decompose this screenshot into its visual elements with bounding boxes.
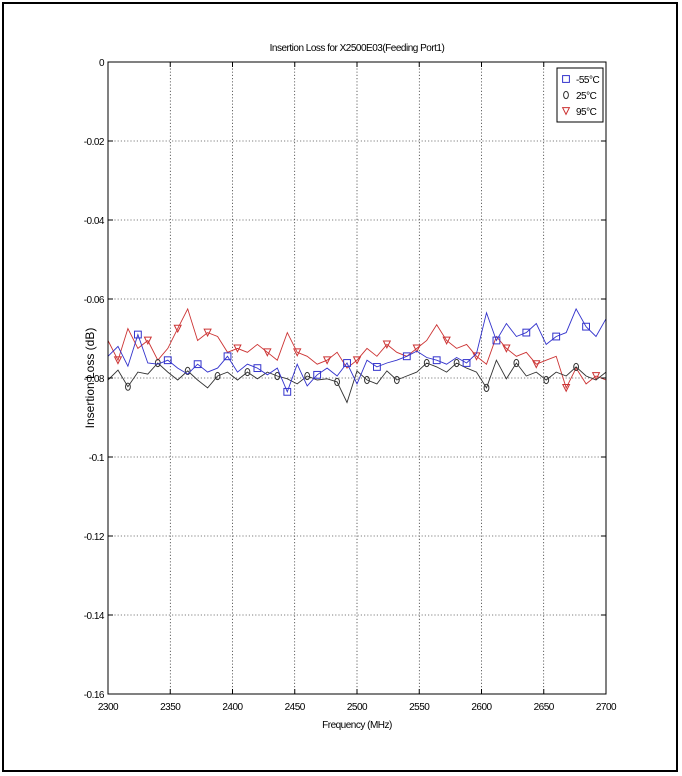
data-point bbox=[432, 356, 441, 365]
data-point bbox=[133, 330, 142, 339]
data-point bbox=[193, 360, 202, 369]
data-point bbox=[244, 367, 251, 377]
data-point bbox=[163, 356, 172, 365]
y-tick-label: -0.1 bbox=[89, 453, 105, 464]
x-tick-label: 2500 bbox=[347, 702, 368, 713]
data-point bbox=[274, 371, 281, 381]
series-2 bbox=[107, 307, 607, 393]
x-tick-label: 2450 bbox=[285, 702, 306, 713]
y-tick-label: -0.08 bbox=[84, 374, 105, 385]
data-point bbox=[483, 383, 490, 392]
data-point bbox=[203, 328, 212, 338]
legend-label: -55°C bbox=[576, 75, 599, 86]
legend: -55°C 25°C 95°C bbox=[556, 67, 604, 123]
x-tick-label: 2400 bbox=[222, 702, 243, 713]
legend-marker bbox=[562, 75, 570, 83]
series-line bbox=[107, 359, 607, 404]
series-group bbox=[107, 307, 607, 404]
data-point bbox=[502, 344, 511, 353]
y-tick-label: -0.16 bbox=[84, 690, 105, 701]
data-point bbox=[283, 387, 292, 396]
chart-title: Insertion Loss for X2500E03(Feeding Port… bbox=[270, 43, 445, 54]
data-point bbox=[173, 324, 182, 334]
series-0 bbox=[107, 307, 607, 396]
data-point bbox=[591, 372, 601, 381]
data-point bbox=[412, 344, 421, 353]
legend-marker bbox=[563, 90, 569, 100]
data-point bbox=[582, 322, 590, 331]
data-point bbox=[223, 352, 232, 361]
grid bbox=[108, 62, 606, 694]
y-axis-label: Insertion Loss (dB) bbox=[83, 328, 97, 429]
legend-box bbox=[556, 67, 604, 123]
data-point bbox=[113, 356, 123, 365]
data-point bbox=[492, 336, 501, 345]
data-point bbox=[423, 358, 430, 368]
data-point bbox=[233, 344, 242, 353]
series-line bbox=[107, 307, 607, 390]
data-point bbox=[393, 375, 400, 385]
data-point bbox=[313, 370, 322, 379]
data-point bbox=[532, 360, 541, 369]
data-point bbox=[552, 332, 561, 341]
x-tick-label: 2550 bbox=[409, 702, 430, 713]
data-point bbox=[343, 359, 351, 367]
y-tick-label: -0.06 bbox=[84, 295, 105, 306]
x-tick-label: 2600 bbox=[471, 702, 492, 713]
y-tick-label: -0.02 bbox=[84, 137, 105, 148]
axes: 2300 2350 2400 2450 2500 2550 2600 2650 2700 0 -0.… bbox=[84, 58, 618, 713]
data-point bbox=[543, 375, 550, 385]
y-tick-label: 0 bbox=[99, 58, 105, 69]
data-point bbox=[304, 371, 311, 381]
data-point bbox=[322, 356, 332, 365]
data-point bbox=[125, 382, 131, 391]
data-point bbox=[253, 364, 262, 373]
data-point bbox=[334, 377, 340, 387]
legend-label: 95°C bbox=[576, 107, 597, 118]
data-point bbox=[513, 358, 520, 368]
x-tick-label: 2300 bbox=[98, 702, 119, 713]
data-point bbox=[561, 383, 571, 393]
x-tick-label: 2350 bbox=[160, 702, 181, 713]
data-point bbox=[143, 336, 153, 345]
data-point bbox=[352, 356, 362, 365]
legend-label: 25°C bbox=[576, 91, 597, 102]
y-tick-label: -0.04 bbox=[84, 216, 105, 227]
x-axis-label: Frequency (MHz) bbox=[322, 720, 392, 731]
series-1 bbox=[107, 358, 607, 404]
data-point bbox=[573, 362, 580, 372]
data-point bbox=[214, 371, 221, 381]
data-point bbox=[522, 328, 531, 337]
legend-marker bbox=[561, 107, 571, 116]
data-point bbox=[364, 375, 370, 385]
data-point bbox=[293, 348, 302, 357]
x-tick-label: 2700 bbox=[596, 702, 617, 713]
data-point bbox=[373, 363, 381, 371]
data-point bbox=[453, 358, 460, 368]
y-tick-label: -0.14 bbox=[84, 611, 105, 622]
data-point bbox=[263, 348, 272, 357]
data-point bbox=[402, 352, 411, 361]
data-point bbox=[442, 336, 451, 345]
x-tick-label: 2650 bbox=[534, 702, 555, 713]
data-point bbox=[462, 359, 471, 367]
y-tick-label: -0.12 bbox=[84, 532, 105, 543]
data-point bbox=[382, 340, 392, 349]
